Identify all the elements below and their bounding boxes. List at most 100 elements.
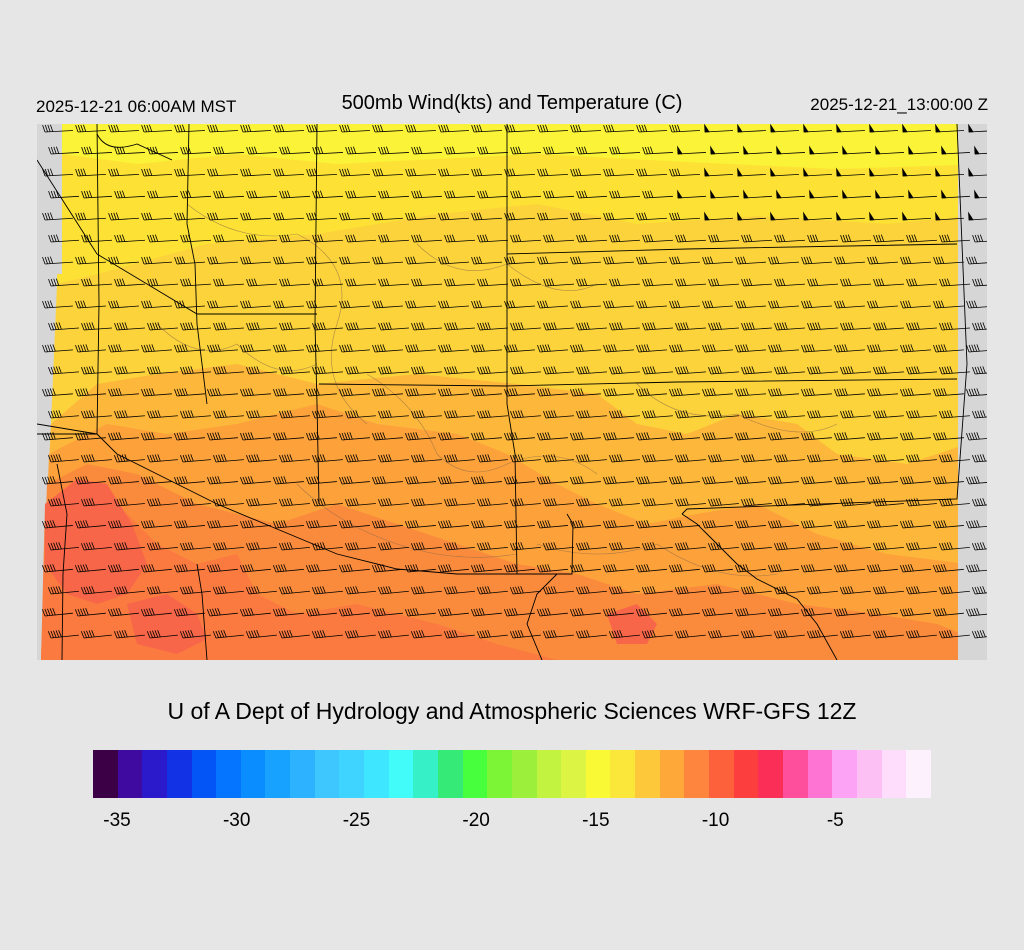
wind-barb	[899, 608, 931, 617]
wind-barb	[966, 432, 987, 441]
wind-barb	[311, 542, 343, 551]
wind-barb	[603, 212, 634, 221]
wind-barb	[867, 432, 898, 441]
wind-barb	[48, 498, 79, 507]
wind-barb	[933, 432, 964, 441]
wind-barb	[174, 256, 205, 265]
wind-barb	[345, 190, 376, 199]
colorbar-swatch	[437, 750, 463, 798]
wind-barb	[768, 344, 799, 353]
wind-barb	[140, 520, 172, 529]
wind-barb	[510, 498, 541, 507]
wind-barb	[443, 586, 475, 595]
wind-barb	[180, 322, 211, 331]
wind-barb	[900, 344, 931, 353]
wind-barb	[81, 278, 112, 287]
colorbar-swatch	[487, 750, 512, 798]
wind-barb	[278, 542, 310, 551]
wind-barb	[147, 278, 178, 287]
colorbar-swatch	[659, 750, 685, 798]
wind-barb	[609, 234, 640, 243]
wind-barb	[674, 542, 706, 551]
wind-barb	[972, 498, 987, 507]
wind-barb	[576, 322, 607, 331]
wind-barb	[908, 145, 937, 155]
wind-barb	[939, 498, 970, 507]
wind-barb	[840, 366, 871, 375]
wind-barb	[669, 388, 700, 397]
wind-barb	[75, 300, 106, 309]
wind-barb	[702, 432, 733, 441]
wind-barb	[939, 278, 970, 287]
wind-barb	[570, 432, 601, 441]
wind-barb	[933, 476, 964, 485]
wind-barb	[842, 145, 871, 155]
wind-barb	[503, 564, 535, 573]
wind-barb	[669, 344, 700, 353]
wind-barb	[938, 630, 970, 639]
wind-barb	[972, 410, 987, 419]
wind-barb	[345, 410, 376, 419]
wind-barb	[42, 256, 73, 265]
wind-barb	[48, 366, 79, 375]
wind-barb	[569, 564, 601, 573]
wind-barb	[710, 145, 739, 155]
wind-barb	[906, 234, 937, 243]
wind-barb	[141, 168, 172, 177]
wind-barb	[372, 168, 403, 177]
wind-barb	[107, 608, 139, 617]
wind-barb	[74, 520, 106, 529]
wind-barb	[405, 476, 436, 485]
wind-barb	[873, 366, 904, 375]
wind-barb	[576, 278, 607, 287]
wind-barb	[702, 388, 733, 397]
wind-barb	[246, 366, 277, 375]
wind-barb	[809, 189, 838, 199]
wind-barb	[965, 608, 987, 617]
wind-barb	[972, 234, 987, 243]
wind-barb	[873, 498, 904, 507]
wind-barb	[444, 498, 475, 507]
wind-barb	[906, 278, 937, 287]
wind-barb	[147, 146, 178, 155]
colorbar-swatch	[832, 750, 857, 798]
wind-barb	[246, 454, 277, 463]
wind-barb	[774, 278, 805, 287]
wind-barb	[311, 630, 343, 639]
wind-barb	[147, 190, 178, 199]
wind-barb	[570, 212, 601, 221]
wind-barb	[213, 366, 244, 375]
wind-barb	[405, 300, 436, 309]
wind-barb	[741, 322, 772, 331]
wind-barb	[570, 300, 601, 309]
wind-barb	[444, 366, 475, 375]
wind-barb	[776, 189, 805, 199]
wind-barb	[609, 146, 640, 155]
credit-line: U of A Dept of Hydrology and Atmospheric…	[167, 698, 857, 724]
wind-barb	[669, 432, 700, 441]
wind-barb	[405, 388, 436, 397]
wind-barb	[48, 234, 79, 243]
wind-barb	[47, 630, 79, 639]
wind-barb	[674, 586, 706, 595]
wind-barb	[404, 564, 436, 573]
colorbar-swatch	[585, 750, 611, 798]
wind-barb	[477, 454, 508, 463]
wind-barb	[603, 476, 634, 485]
colorbar-swatch	[388, 750, 414, 798]
wind-barb	[710, 189, 739, 199]
wind-barb	[675, 278, 706, 287]
wind-barb	[378, 146, 409, 155]
wind-barb	[279, 322, 310, 331]
wind-barb	[776, 145, 805, 155]
wind-barb	[504, 300, 535, 309]
wind-barb	[113, 542, 145, 551]
wind-barb	[180, 234, 211, 243]
wind-barb	[246, 410, 277, 419]
wind-barb	[807, 498, 838, 507]
wind-barb	[668, 564, 700, 573]
wind-barb	[906, 366, 937, 375]
colorbar-swatch	[166, 750, 192, 798]
wind-barb	[869, 167, 898, 177]
wind-barb	[773, 542, 805, 551]
